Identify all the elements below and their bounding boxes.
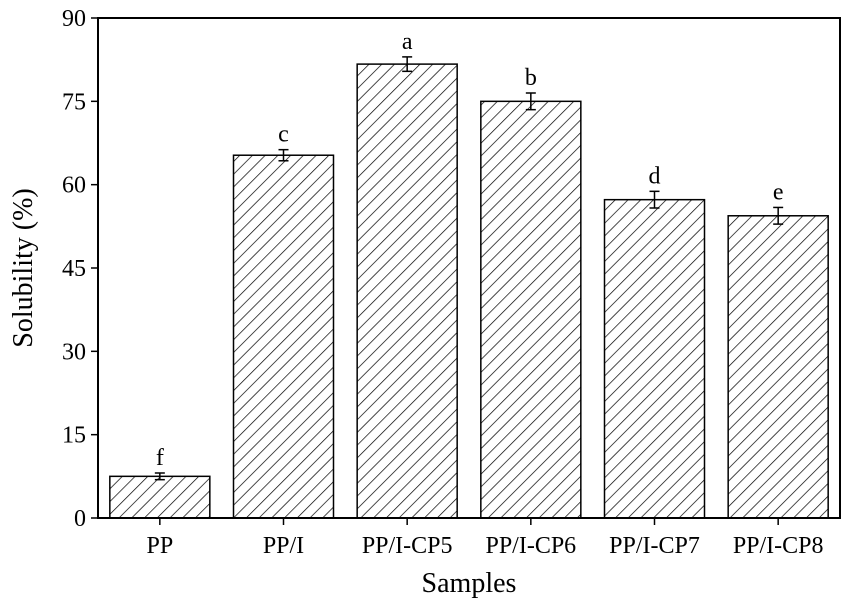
y-tick-label: 15	[62, 423, 86, 449]
y-tick-label: 30	[62, 339, 86, 365]
significance-letters-layer: f c a b d e	[156, 29, 784, 471]
x-tick-label: PP/I-CP5	[362, 533, 453, 559]
error-bar	[525, 92, 536, 111]
y-tick-label: 45	[62, 256, 86, 282]
error-bar	[278, 148, 289, 162]
y-tick-label: 60	[62, 173, 86, 199]
y-axis: 0 15 30 45 60 75 90	[62, 6, 98, 532]
bar-pp-i	[232, 154, 335, 519]
error-bar	[649, 190, 660, 209]
significance-letter: a	[402, 29, 413, 55]
significance-letter: f	[156, 445, 164, 471]
y-axis-label: Solubility (%)	[8, 188, 39, 347]
x-tick-label: PP/I-CP6	[485, 533, 576, 559]
x-tick-label: PP/I-CP7	[609, 533, 700, 559]
y-tick-label: 0	[74, 506, 86, 532]
significance-letter: d	[649, 163, 661, 189]
bar-pp	[109, 475, 211, 519]
x-tick-label: PP/I	[263, 533, 304, 559]
significance-letter: e	[773, 179, 784, 205]
error-bar	[773, 206, 784, 225]
significance-letter: b	[525, 65, 537, 91]
y-tick-label: 90	[62, 6, 86, 32]
bar-pp-i-cp7	[603, 198, 706, 519]
error-bars-layer	[154, 56, 784, 481]
x-axis-label: Samples	[422, 568, 517, 599]
error-bar	[402, 56, 413, 73]
significance-letter: c	[278, 122, 289, 148]
bars-layer	[109, 63, 829, 519]
x-tick-label: PP	[146, 533, 173, 559]
bar-pp-i-cp6	[480, 100, 582, 519]
error-bar	[154, 472, 165, 481]
x-axis: PP PP/I PP/I-CP5 PP/I-CP6 PP/I-CP7 PP/I-CP8	[146, 518, 824, 559]
y-tick-label: 75	[62, 89, 86, 115]
x-tick-label: PP/I-CP8	[733, 533, 824, 559]
bar-pp-i-cp8	[727, 215, 829, 519]
bar-pp-i-cp5	[356, 63, 458, 519]
